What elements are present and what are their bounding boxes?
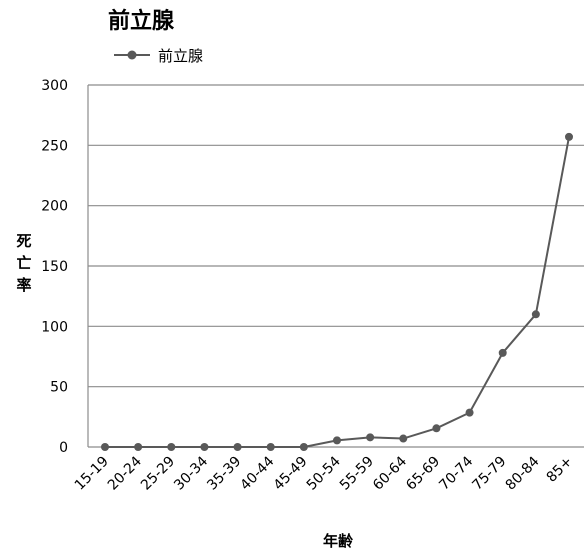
x-tick-label: 85+	[544, 454, 576, 486]
x-tick-label: 45-49	[271, 454, 311, 494]
y-tick-labels: 0 50 100 150 200 250 300	[41, 78, 68, 456]
x-tick-label: 65-69	[403, 454, 443, 494]
data-point	[134, 443, 143, 451]
legend-marker-icon	[127, 50, 137, 60]
y-tick-label: 100	[41, 319, 68, 335]
x-tick-labels: 15-1920-2425-2930-3435-3940-4445-4950-54…	[72, 453, 576, 493]
data-point	[565, 132, 573, 141]
data-point	[498, 348, 507, 357]
y-tick-label: 300	[41, 78, 68, 94]
chart-title: 前立腺	[108, 8, 175, 34]
legend-label: 前立腺	[158, 47, 203, 65]
x-tick-label: 20-24	[105, 453, 145, 493]
y-axis-title-char: 死	[16, 232, 31, 250]
y-tick-label: 0	[59, 440, 68, 456]
data-point	[266, 443, 275, 451]
data-point	[366, 433, 375, 442]
legend: 前立腺	[114, 47, 203, 65]
x-tick-label: 75-79	[469, 454, 509, 494]
x-tick-label: 70-74	[436, 453, 476, 493]
data-point	[233, 443, 242, 451]
y-axis-title-char: 率	[16, 276, 31, 294]
x-tick-label: 25-29	[138, 454, 178, 494]
x-tick-label: 60-64	[370, 453, 410, 493]
gridlines	[87, 84, 584, 448]
data-point	[200, 443, 209, 451]
data-point	[333, 436, 341, 445]
y-tick-label: 200	[41, 199, 68, 215]
data-point	[399, 434, 408, 443]
x-tick-label: 35-39	[204, 454, 244, 494]
data-point	[101, 443, 109, 451]
y-tick-label: 150	[41, 259, 68, 275]
x-axis-title: 年齢	[323, 532, 354, 550]
data-point	[465, 408, 474, 417]
y-axis-title: 死亡率	[16, 232, 31, 294]
plot-area	[101, 132, 573, 451]
y-tick-label: 250	[41, 138, 68, 154]
data-point	[432, 424, 441, 433]
x-tick-label: 55-59	[337, 454, 377, 494]
data-point	[531, 310, 540, 319]
data-point	[299, 443, 308, 451]
x-tick-label: 30-34	[171, 453, 211, 493]
x-tick-label: 50-54	[304, 453, 344, 493]
x-tick-label: 15-19	[72, 454, 112, 494]
data-point	[167, 443, 176, 451]
x-tick-label: 80-84	[503, 453, 543, 493]
y-axis-title-char: 亡	[16, 254, 31, 272]
y-tick-label: 50	[50, 380, 68, 396]
series-line	[105, 136, 570, 448]
x-tick-label: 40-44	[237, 453, 277, 493]
